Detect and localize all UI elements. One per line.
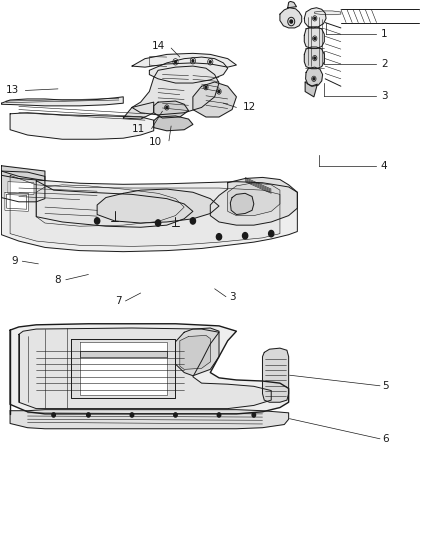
Text: 3: 3 bbox=[381, 91, 388, 101]
Circle shape bbox=[268, 230, 274, 237]
Polygon shape bbox=[5, 192, 28, 212]
Circle shape bbox=[190, 217, 195, 224]
Circle shape bbox=[155, 220, 161, 226]
Text: 1: 1 bbox=[381, 29, 388, 39]
Polygon shape bbox=[10, 324, 289, 414]
Polygon shape bbox=[180, 335, 210, 369]
Circle shape bbox=[217, 413, 221, 417]
Text: 12: 12 bbox=[243, 102, 256, 112]
Circle shape bbox=[174, 413, 177, 417]
Polygon shape bbox=[304, 27, 324, 49]
Circle shape bbox=[209, 61, 211, 63]
Text: 6: 6 bbox=[382, 434, 389, 444]
Circle shape bbox=[205, 86, 207, 88]
Text: 4: 4 bbox=[381, 161, 388, 171]
Polygon shape bbox=[176, 328, 219, 376]
Text: 8: 8 bbox=[55, 274, 61, 285]
Polygon shape bbox=[280, 8, 302, 28]
Circle shape bbox=[314, 17, 316, 19]
Polygon shape bbox=[304, 47, 324, 69]
Circle shape bbox=[175, 61, 177, 63]
Text: 7: 7 bbox=[116, 296, 122, 306]
Polygon shape bbox=[10, 113, 154, 139]
Polygon shape bbox=[71, 338, 176, 398]
Polygon shape bbox=[1, 97, 123, 106]
Polygon shape bbox=[132, 66, 219, 115]
Text: 3: 3 bbox=[229, 292, 235, 302]
Circle shape bbox=[192, 60, 194, 62]
Circle shape bbox=[313, 78, 315, 80]
Circle shape bbox=[166, 107, 168, 109]
Polygon shape bbox=[80, 351, 167, 357]
Text: 10: 10 bbox=[149, 138, 162, 148]
Polygon shape bbox=[1, 166, 45, 181]
Text: 9: 9 bbox=[11, 256, 18, 266]
Text: 5: 5 bbox=[382, 381, 389, 391]
Circle shape bbox=[218, 91, 220, 93]
Circle shape bbox=[87, 413, 90, 417]
Circle shape bbox=[130, 413, 134, 417]
Polygon shape bbox=[1, 171, 45, 202]
Circle shape bbox=[314, 37, 316, 39]
Circle shape bbox=[252, 413, 255, 417]
Polygon shape bbox=[228, 183, 280, 216]
Circle shape bbox=[95, 217, 100, 224]
Polygon shape bbox=[262, 348, 289, 402]
Circle shape bbox=[216, 233, 222, 240]
Polygon shape bbox=[10, 410, 289, 429]
Polygon shape bbox=[80, 342, 167, 395]
Circle shape bbox=[243, 232, 248, 239]
Polygon shape bbox=[305, 82, 318, 97]
Text: 11: 11 bbox=[132, 124, 145, 134]
Polygon shape bbox=[10, 175, 280, 246]
Polygon shape bbox=[230, 193, 254, 215]
Polygon shape bbox=[304, 8, 326, 28]
Polygon shape bbox=[19, 328, 271, 409]
Text: 13: 13 bbox=[6, 85, 19, 95]
Text: 2: 2 bbox=[381, 59, 388, 69]
Polygon shape bbox=[288, 2, 297, 8]
Polygon shape bbox=[315, 11, 341, 14]
Polygon shape bbox=[1, 171, 297, 252]
Polygon shape bbox=[154, 101, 188, 118]
Polygon shape bbox=[36, 181, 193, 227]
Circle shape bbox=[314, 57, 316, 59]
Polygon shape bbox=[97, 189, 219, 223]
Text: 14: 14 bbox=[152, 41, 165, 51]
Polygon shape bbox=[149, 57, 228, 83]
Circle shape bbox=[290, 20, 293, 23]
Polygon shape bbox=[154, 116, 193, 131]
Polygon shape bbox=[193, 82, 237, 117]
Polygon shape bbox=[306, 67, 322, 86]
Polygon shape bbox=[210, 177, 297, 225]
Circle shape bbox=[52, 413, 55, 417]
Polygon shape bbox=[132, 53, 237, 67]
Polygon shape bbox=[8, 182, 34, 195]
Polygon shape bbox=[123, 102, 154, 119]
